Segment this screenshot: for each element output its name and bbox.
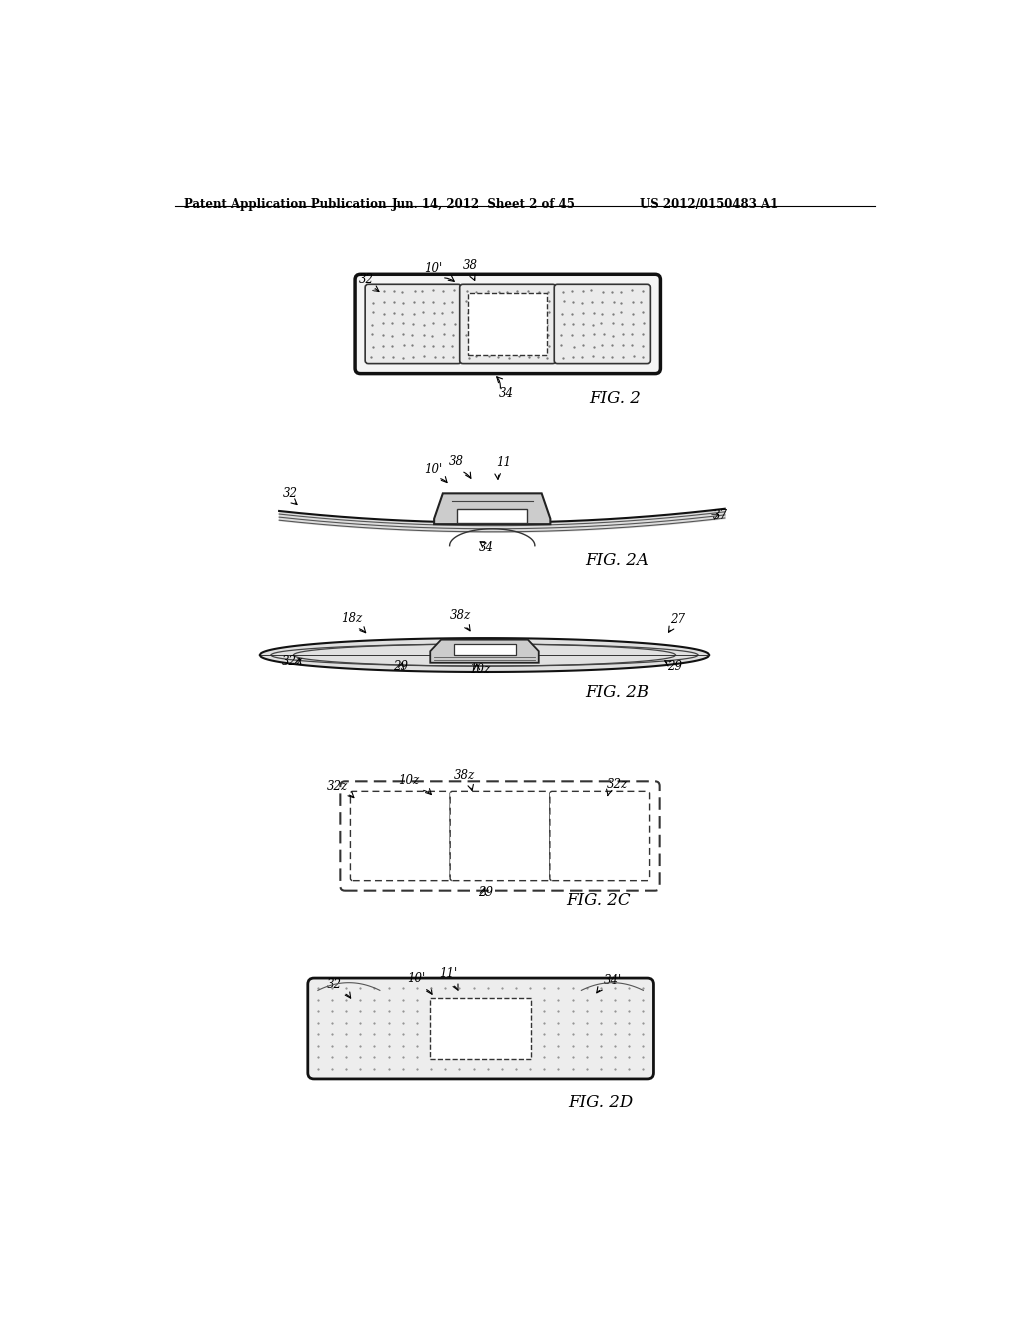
Polygon shape <box>260 638 710 672</box>
Text: 10': 10' <box>424 462 442 475</box>
Text: 32z: 32z <box>327 780 348 793</box>
Text: 37: 37 <box>713 508 728 521</box>
FancyBboxPatch shape <box>554 284 650 363</box>
Text: 29: 29 <box>393 660 408 673</box>
Text: 32: 32 <box>328 978 342 991</box>
Text: 34: 34 <box>499 387 513 400</box>
Text: FIG. 2A: FIG. 2A <box>586 552 649 569</box>
Text: 32: 32 <box>283 487 298 500</box>
FancyBboxPatch shape <box>451 792 550 880</box>
Text: Patent Application Publication: Patent Application Publication <box>183 198 386 211</box>
Text: 32z: 32z <box>607 779 628 791</box>
Text: 34: 34 <box>479 541 494 554</box>
Text: FIG. 2: FIG. 2 <box>589 391 641 408</box>
Polygon shape <box>434 494 550 524</box>
Text: 38: 38 <box>463 259 478 272</box>
Text: 10z: 10z <box>469 663 490 676</box>
Bar <box>454 644 515 655</box>
Text: FIG. 2C: FIG. 2C <box>566 892 631 909</box>
Text: 10': 10' <box>424 263 442 276</box>
Text: 32z: 32z <box>282 655 303 668</box>
Text: 10z: 10z <box>397 774 419 787</box>
Bar <box>430 998 531 1059</box>
Text: FIG. 2B: FIG. 2B <box>586 684 649 701</box>
Text: FIG. 2D: FIG. 2D <box>568 1094 634 1111</box>
Text: 27: 27 <box>671 614 685 627</box>
FancyBboxPatch shape <box>550 792 649 880</box>
Text: 10': 10' <box>407 973 425 985</box>
Text: 34': 34' <box>604 974 623 987</box>
Text: 38z: 38z <box>454 770 475 781</box>
Text: 38: 38 <box>449 455 464 467</box>
Text: 18z: 18z <box>341 612 362 624</box>
Text: 29: 29 <box>667 660 682 673</box>
Polygon shape <box>430 640 539 663</box>
FancyBboxPatch shape <box>308 978 653 1078</box>
FancyBboxPatch shape <box>460 284 556 363</box>
FancyBboxPatch shape <box>366 284 461 363</box>
Bar <box>458 508 527 523</box>
Text: 11: 11 <box>496 457 511 470</box>
FancyBboxPatch shape <box>350 792 451 880</box>
FancyBboxPatch shape <box>340 781 659 891</box>
Text: 38z: 38z <box>450 609 471 622</box>
Text: 29: 29 <box>478 886 494 899</box>
FancyBboxPatch shape <box>355 275 660 374</box>
Text: 32: 32 <box>359 273 374 286</box>
Text: 11': 11' <box>439 968 458 979</box>
Text: Jun. 14, 2012  Sheet 2 of 45: Jun. 14, 2012 Sheet 2 of 45 <box>391 198 575 211</box>
Bar <box>468 293 547 355</box>
Text: US 2012/0150483 A1: US 2012/0150483 A1 <box>640 198 778 211</box>
